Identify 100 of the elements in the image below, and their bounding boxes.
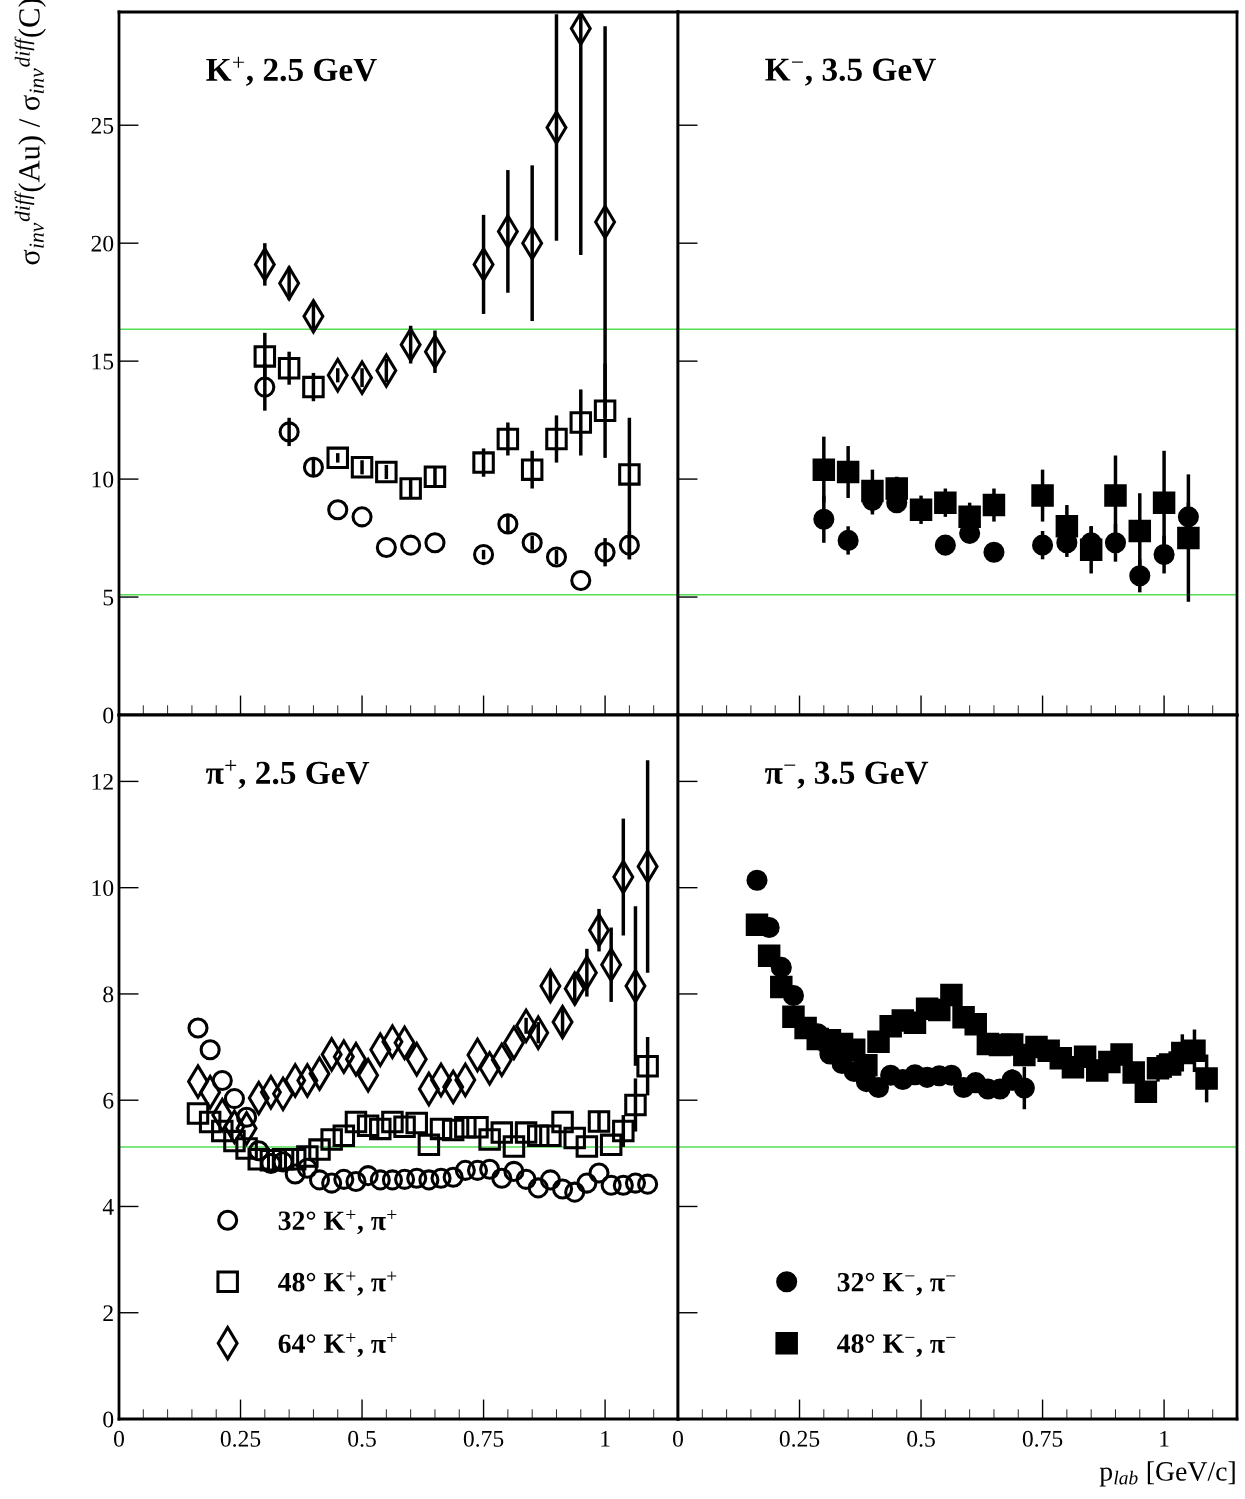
x-tick-label: 0.25 [779,1430,820,1447]
point [424,532,446,554]
y-tick-label: 15 [92,353,114,370]
point [563,1126,586,1150]
point [326,446,349,470]
point [1031,484,1054,507]
point [545,427,568,451]
y-tick-label: 10 [92,471,114,488]
point [308,1169,331,1191]
point [861,479,884,503]
point [332,1124,356,1148]
point [473,544,495,566]
x-tick-label: 0 [673,1430,683,1447]
point [423,465,447,488]
point [588,1162,610,1184]
legend-label: 64° K$^{+}$, π$^{+}$ [278,1332,397,1358]
y-tick-label: 4 [102,1199,114,1215]
point [624,1093,647,1117]
point [527,1177,549,1199]
point [400,534,422,556]
point [812,458,836,481]
point [211,1119,234,1143]
point [612,1174,634,1196]
point [1110,1043,1133,1066]
x-tick-label: 0.5 [907,1430,935,1447]
y-tick-label: 25 [91,117,114,134]
point [1134,1080,1158,1103]
point [320,1128,343,1151]
point [344,1110,368,1134]
point [478,1128,501,1151]
point [308,1138,331,1161]
x-tick-label: 1 [601,1430,610,1447]
point [223,1088,245,1110]
point [836,460,860,484]
point [539,1124,562,1148]
point [333,1168,355,1190]
point [637,1173,659,1195]
point [247,1147,270,1171]
point [429,1117,453,1141]
point [283,1147,307,1171]
point [593,399,617,422]
y-tick-label: 8 [103,986,114,1003]
point [375,536,397,559]
point [964,1012,987,1036]
point [624,1172,647,1194]
point [394,1168,416,1190]
x-tick-label: 0.5 [348,1430,376,1447]
point [1122,1061,1145,1084]
point [520,458,544,481]
y-tick-label: 10 [92,880,114,897]
point [612,1119,635,1143]
point [867,1076,890,1099]
point [405,1111,428,1135]
point [321,1172,343,1194]
point [284,1163,306,1185]
point [302,375,325,399]
text: π$^{+}$, 2.5 GeV [206,759,370,789]
point [350,456,374,479]
point [545,546,568,568]
text: π$^{−}$, 3.5 GeV [765,761,929,789]
point [636,1054,659,1078]
point [983,541,1005,563]
point [885,477,908,500]
point [327,499,349,521]
point [253,345,277,368]
y-tick-label: 5 [103,589,114,606]
point [302,456,324,478]
point [497,513,519,535]
point [600,1174,622,1196]
point [472,451,495,474]
point [982,493,1006,517]
point [1177,506,1199,528]
point [587,1110,611,1133]
point [375,460,398,484]
point [594,541,616,563]
point [236,1106,258,1128]
point [186,1102,210,1125]
point [934,491,957,514]
point [934,534,956,556]
point [521,532,543,554]
point [1104,532,1127,554]
point [1195,1067,1218,1090]
point [393,1115,416,1139]
point [745,913,769,937]
point [552,1178,574,1200]
y-tick-label: 0 [103,707,114,724]
point [1128,519,1152,543]
y-tick-label: 20 [91,235,114,252]
point [345,1170,367,1193]
x-tick-label: 1 [1160,1430,1169,1447]
point [441,1118,465,1142]
legend-label: 32° K$^{+}$, π$^{+}$ [278,1209,397,1235]
point [757,944,781,967]
point [491,1167,513,1189]
y-tick-label: 2 [103,1305,113,1321]
point [278,421,300,443]
legend-label: 32° K$^{−}$, π$^{−}$ [837,1272,956,1296]
point [466,1116,489,1139]
point [381,1169,403,1191]
point [575,1135,599,1158]
